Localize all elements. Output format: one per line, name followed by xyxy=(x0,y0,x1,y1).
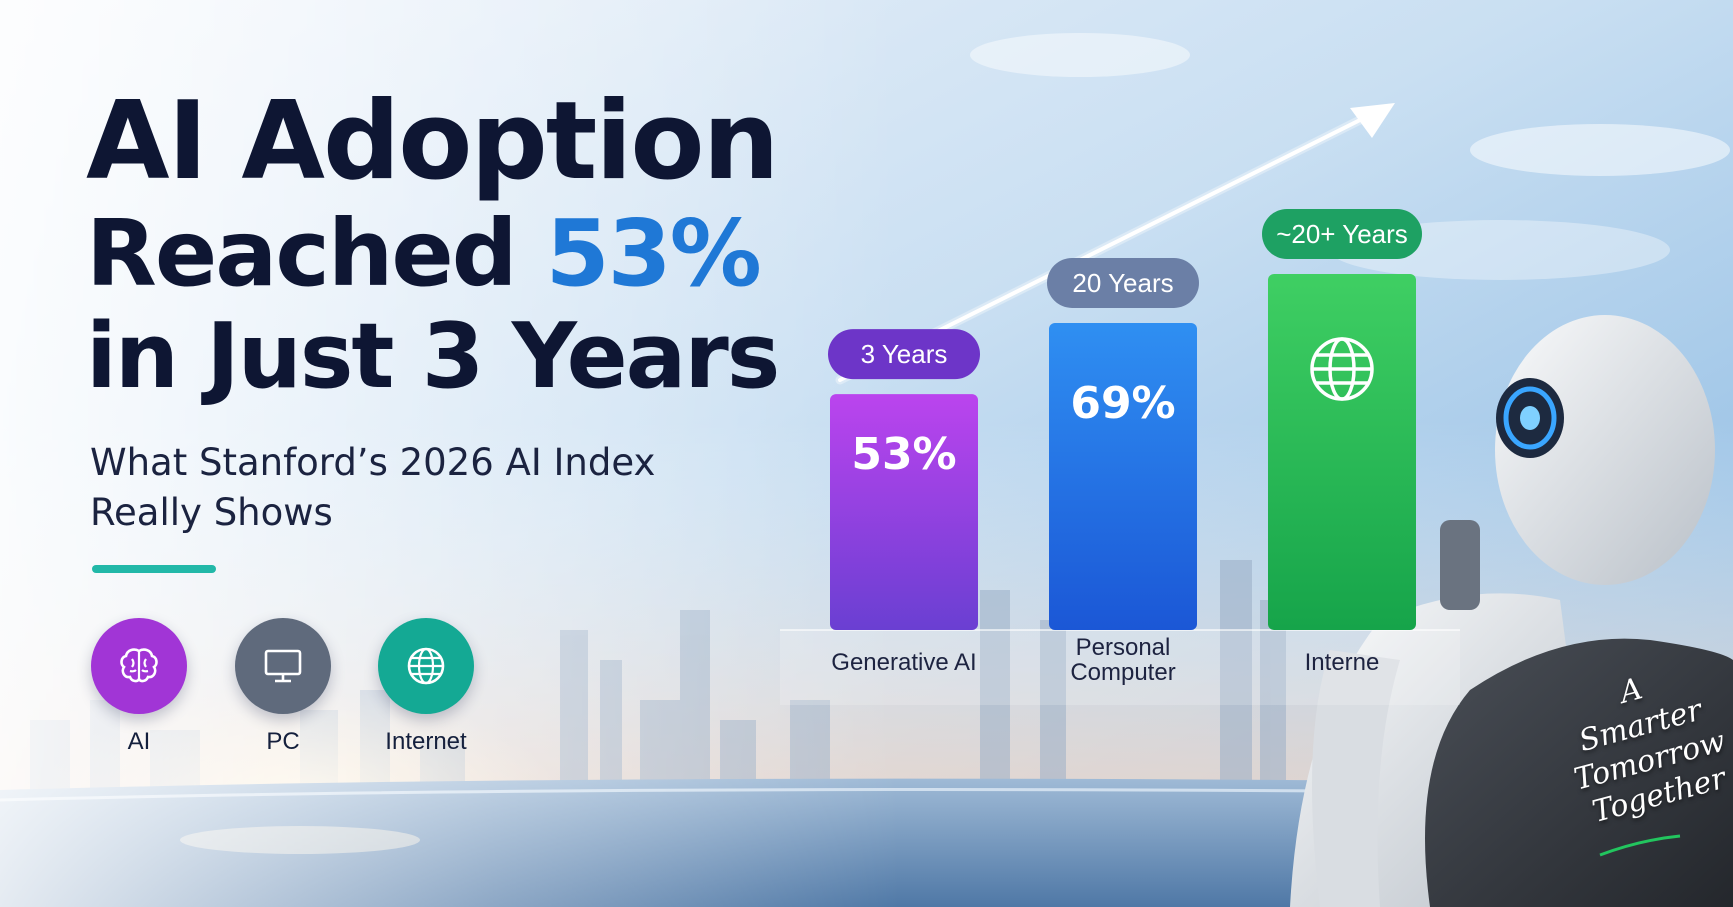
icon-circle-ai xyxy=(91,618,187,714)
icon-label-ai: AI xyxy=(127,728,151,755)
category-label-internet: Interne xyxy=(1305,649,1380,676)
time-badge-personal-computer xyxy=(1047,257,1199,308)
time-badge-generative-ai xyxy=(828,329,980,380)
bar-personal-computer xyxy=(1049,322,1197,630)
icon-label-internet: Internet xyxy=(385,728,467,755)
headline-line-3: in Just 3 Years xyxy=(86,304,780,409)
value-label-personal-computer: 69% xyxy=(1070,378,1175,429)
accent-divider xyxy=(92,565,216,573)
icon-group-pc: PC xyxy=(218,618,348,756)
headline: AI Adoption Reached 53% in Just 3 Years xyxy=(86,79,780,409)
headline-line-2: Reached 53% xyxy=(86,208,778,300)
chart-baseline-band xyxy=(780,630,1460,705)
globe-icon xyxy=(407,647,445,685)
icon-label-pc: PC xyxy=(266,728,300,755)
headline-highlight-percent: 53% xyxy=(545,200,762,307)
icon-circle-internet xyxy=(378,618,474,714)
icon-group-internet: Internet xyxy=(361,618,491,756)
monitor-icon xyxy=(264,649,302,683)
bar-internet xyxy=(1268,274,1416,630)
category-label-personal-computer-2: Computer xyxy=(1070,659,1175,686)
value-label-generative-ai: 53% xyxy=(851,429,956,480)
category-label-personal-computer-1: Personal xyxy=(1076,634,1171,661)
time-badge-label-internet: ~20+ Years xyxy=(1276,219,1408,249)
globe-icon xyxy=(1310,337,1374,401)
headline-line-2-prefix: Reached xyxy=(86,200,546,307)
trend-arrow-head xyxy=(1350,103,1395,138)
icon-circle-pc xyxy=(235,618,331,714)
brain-icon xyxy=(120,648,158,683)
time-badge-internet xyxy=(1262,209,1422,259)
time-badge-label-personal-computer: 20 Years xyxy=(1072,268,1173,298)
headline-line-1: AI Adoption xyxy=(86,79,780,204)
category-label-generative-ai: Generative AI xyxy=(831,649,976,676)
time-badge-label-generative-ai: 3 Years xyxy=(861,339,948,369)
subtitle: What Stanford’s 2026 AI Index Really Sho… xyxy=(90,441,656,534)
icon-group-ai: AI xyxy=(74,618,204,756)
bar-generative-ai xyxy=(830,394,978,630)
